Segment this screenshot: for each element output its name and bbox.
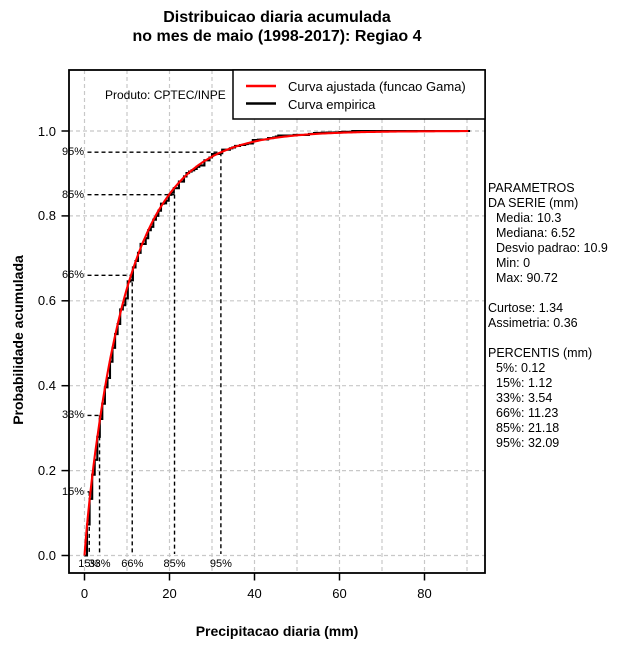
x-tick-label: 0 [80,586,89,601]
y-tick-label: 0.4 [37,378,56,394]
legend-item-label: Curva empirica [288,96,376,112]
y-tick-label: 0.0 [37,548,56,563]
chart-title-line2: no mes de maio (1998-2017): Regiao 4 [132,28,422,45]
statistics-line: PARAMETROS [488,181,575,195]
x-axis-title: Precipitacao diaria (mm) [195,623,359,639]
fitted-curve [83,130,469,556]
statistics-line: 95%: 32.09 [496,436,560,450]
percentile-label-bottom: 95% [209,558,232,570]
x-tick-label: 20 [162,586,177,601]
y-tick-label: 0.6 [37,293,56,309]
y-axis-title: Probabilidade acumulada [10,255,26,425]
y-tick-label: 0.8 [37,208,56,224]
percentile-label-bottom: 33% [88,558,111,570]
chart-title-line1: Distribuicao diaria acumulada [163,9,391,26]
statistics-line: DA SERIE (mm) [488,196,579,210]
statistics-panel: PARAMETROS DA SERIE (mm) Media: 10.3 Median… [488,181,608,451]
percentile-label-bottom: 85% [163,558,186,570]
percentile-label-left: 33% [62,409,85,422]
statistics-line: 5%: 0.12 [496,361,546,375]
statistics-line: Mediana: 6.52 [496,226,576,240]
statistics-line: 85%: 21.18 [496,421,560,435]
statistics-line: Curtose: 1.34 [488,301,564,315]
y-tick-label: 0.2 [37,463,56,479]
percentile-label-bottom: 15% [78,558,101,570]
percentile-label-left: 15% [62,485,85,498]
statistics-line: 15%: 1.12 [496,376,553,390]
percentile-label-left: 66% [62,269,85,282]
empirical-curve [84,129,471,557]
x-tick-label: 40 [247,586,262,601]
product-label: Produto: CPTEC/INPE [105,88,226,102]
legend-box [232,69,486,120]
percentile-label-left: 95% [62,146,85,159]
percentile-label-bottom: 66% [121,558,144,570]
statistics-line: Desvio padrao: 10.9 [496,241,608,255]
percentile-label-left: 85% [62,188,85,201]
legend-item-label: Curva ajustada (funcao Gama) [288,79,466,94]
statistics-line: 66%: 11.23 [496,406,559,420]
statistics-line: Max: 90.72 [496,271,558,285]
statistics-line: 33%: 3.54 [496,391,553,405]
statistics-line [488,331,608,346]
x-tick-label: 60 [332,586,347,601]
statistics-line: PERCENTIS (mm) [488,346,593,360]
y-tick-label: 1.0 [37,123,56,139]
plot-border [68,69,486,574]
x-tick-label: 80 [417,586,432,601]
statistics-line: Assimetria: 0.36 [488,316,578,330]
statistics-line: Min: 0 [496,256,531,270]
statistics-line: Media: 10.3 [496,211,562,225]
statistics-line [488,286,608,301]
chart-title: Distribuicao diaria acumulada no mes de … [0,8,554,46]
